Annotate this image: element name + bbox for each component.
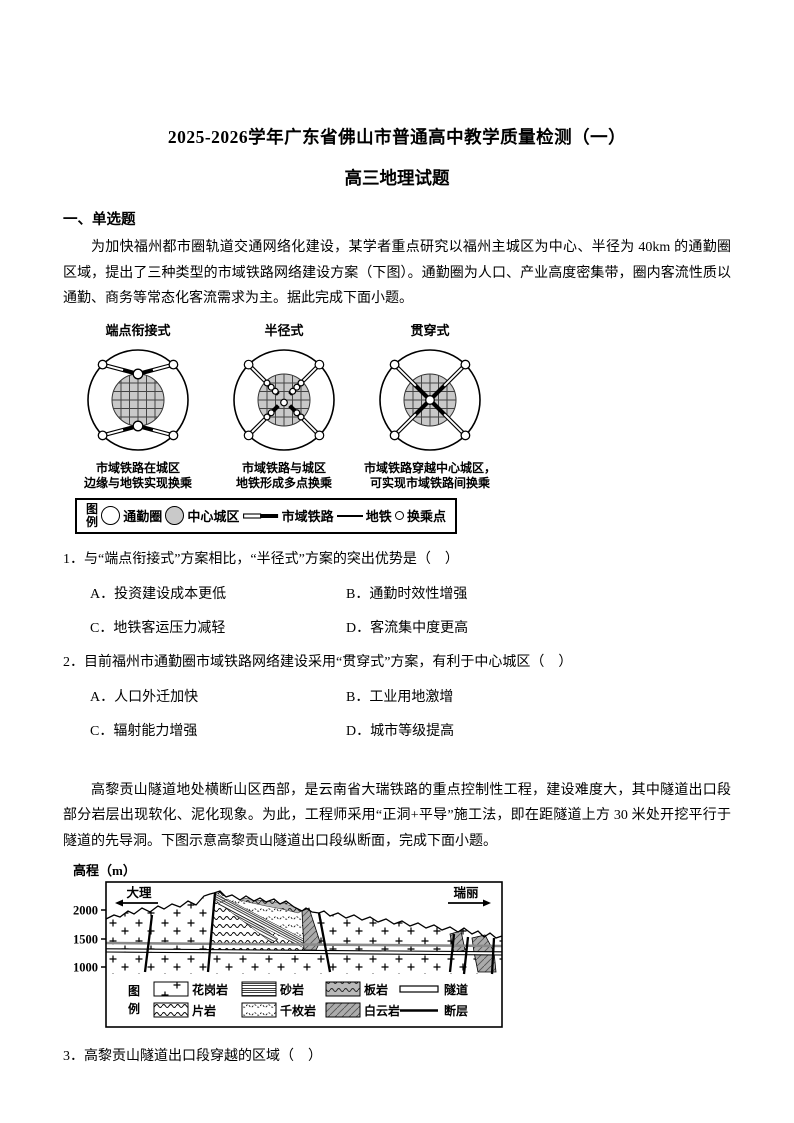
page-title: 2025-2026学年广东省佛山市普通高中教学质量检测（一） <box>167 127 627 147</box>
metamorphic-rock-package <box>209 891 316 950</box>
transfer-points <box>97 359 179 440</box>
page-subtitle: 高三地理试题 <box>344 168 450 188</box>
svg-text:瑞丽: 瑞丽 <box>453 885 479 900</box>
diagram-title: 贯穿式 <box>410 322 450 338</box>
option-d: D．客流集中度更高 <box>346 620 469 636</box>
figure2-legend: 图 例 花岗岩 砂岩 板岩 隧道 片岩 千枚岩 白云岩 <box>128 981 468 1018</box>
question-1: 1．与“端点衔接式”方案相比，“半径式”方案的突出优势是（ ） A．投资建设成本… <box>63 550 731 637</box>
elevation-ticks: 2000 1500 1000 <box>73 904 106 975</box>
svg-text:花岗岩: 花岗岩 <box>192 982 228 997</box>
diagram-radius-type: 半径式 <box>211 320 357 491</box>
option-c: C．辐射能力增强 <box>90 723 198 739</box>
sandstone-swatch <box>241 981 277 997</box>
question-2: 2．目前福州市通勤圈市域铁路网络建设采用“贯穿式”方案，有利于中心城区（ ） A… <box>63 653 731 740</box>
direction-ruili: 瑞丽 <box>448 885 491 907</box>
fault-lines <box>143 892 496 975</box>
pilot-heading-line <box>105 941 503 948</box>
cross-section-diagram: 大理 瑞丽 2000 1500 1000 <box>73 881 503 1028</box>
terrain-profile <box>105 890 503 939</box>
metro-grid <box>112 373 164 426</box>
direction-dali: 大理 <box>115 885 158 907</box>
phyllite-swatch <box>241 1002 277 1018</box>
passage-2: 高黎贡山隧道地处横断山区西部，是云南省大瑞铁路的重点控制性工程，建设难度大，其中… <box>63 782 731 849</box>
question-3: 3．高黎贡山隧道出口段穿越的区域（ ） <box>63 1047 731 1067</box>
figure-tunnel-cross-section: 高程（m） <box>63 860 731 1031</box>
svg-text:断层: 断层 <box>444 1003 468 1018</box>
diagram-caption: 市域铁路与城区 地铁形成多点换乘 <box>235 460 332 490</box>
diagram-caption: 市域铁路在城区 边缘与地铁实现换乘 <box>83 460 192 490</box>
diagram-title: 端点衔接式 <box>105 322 171 338</box>
question-options: A．人口外迁加快 B．工业用地激增 C．辐射能力增强 D．城市等级提高 <box>90 686 731 740</box>
suburban-railways <box>102 362 174 437</box>
legend-item-central-city: 中心城区 <box>165 506 239 525</box>
diagram-endpoint-connection: 端点衔接式 <box>65 320 211 491</box>
through-type-diagram <box>379 348 481 451</box>
tick-2000: 2000 <box>73 904 98 918</box>
svg-text:隧道: 隧道 <box>444 982 468 997</box>
svg-text:板岩: 板岩 <box>364 982 388 997</box>
transfer-points <box>389 359 471 440</box>
tick-1000: 1000 <box>73 961 98 975</box>
svg-text:白云岩: 白云岩 <box>364 1003 400 1018</box>
right-arrow-icon <box>483 899 491 907</box>
metro-line-icon <box>336 514 363 517</box>
left-arrow-icon <box>115 899 123 907</box>
legend-item-suburban-rail: 市域铁路 <box>242 506 334 525</box>
diagram-through-type: 贯穿式 <box>357 320 503 491</box>
section-heading: 一、单选题 <box>63 212 136 228</box>
figure1-legend: 图 例 通勤圈 中心城区 市域铁路 地铁 <box>75 497 457 534</box>
question-stem: 1．与“端点衔接式”方案相比，“半径式”方案的突出优势是（ ） <box>63 551 459 567</box>
profile-area: 大理 瑞丽 2000 1500 1000 <box>73 881 503 1028</box>
legend-title: 图 例 <box>86 501 99 529</box>
diagram-title: 半径式 <box>264 322 304 338</box>
passage-1: 为加快福州都市圈轨道交通网络化建设，某学者重点研究以福州主城区为中心、半径为 4… <box>63 240 731 306</box>
option-a: A．人口外迁加快 <box>90 689 199 705</box>
gray-circle-icon <box>165 506 185 525</box>
legend-item-commuter-circle: 通勤圈 <box>101 506 162 525</box>
dolomite-swatch <box>325 1002 361 1018</box>
suburban-railways <box>247 362 321 437</box>
slate-swatch <box>325 981 361 997</box>
svg-text:大理: 大理 <box>126 885 152 900</box>
svg-text:图: 图 <box>128 984 140 998</box>
granite-swatch <box>153 981 189 997</box>
small-circle-icon <box>394 511 404 520</box>
svg-text:千枚岩: 千枚岩 <box>280 1003 316 1018</box>
question-options: A．投资建设成本更低 B．通勤时效性增强 C．地铁客运压力减轻 D．客流集中度更… <box>90 583 731 637</box>
legend-item-transfer-point: 换乘点 <box>394 506 446 525</box>
svg-text:例: 例 <box>128 1001 140 1016</box>
schist-swatch <box>153 1002 189 1018</box>
tick-1500: 1500 <box>73 933 98 947</box>
question-stem: 3．高黎贡山隧道出口段穿越的区域（ ） <box>63 1049 322 1064</box>
option-b: B．工业用地激增 <box>346 689 454 705</box>
figure-rail-schemes: 端点衔接式 <box>63 320 731 534</box>
suburban-rail-icon <box>242 512 278 519</box>
option-a: A．投资建设成本更低 <box>90 586 227 602</box>
endpoint-connection-diagram <box>87 348 189 451</box>
radius-type-diagram <box>233 348 335 451</box>
tunnel-line <box>105 948 503 956</box>
elevation-axis-label: 高程（m） <box>73 863 136 878</box>
tunnel-symbol <box>399 985 439 993</box>
svg-text:片岩: 片岩 <box>192 1003 216 1018</box>
svg-text:砂岩: 砂岩 <box>279 982 304 997</box>
transfer-points <box>243 359 325 440</box>
option-b: B．通勤时效性增强 <box>346 586 468 602</box>
option-d: D．城市等级提高 <box>346 723 455 739</box>
diagram-row: 端点衔接式 <box>65 320 731 491</box>
diagram-caption: 市域铁路穿越中心城区， 可实现市域铁路间换乘 <box>363 460 496 490</box>
option-c: C．地铁客运压力减轻 <box>90 620 226 636</box>
question-stem: 2．目前福州市通勤圈市域铁路网络建设采用“贯穿式”方案，有利于中心城区（ ） <box>63 654 573 670</box>
figure-frame <box>105 881 503 1028</box>
legend-item-metro: 地铁 <box>336 506 392 525</box>
open-circle-icon <box>101 506 121 525</box>
